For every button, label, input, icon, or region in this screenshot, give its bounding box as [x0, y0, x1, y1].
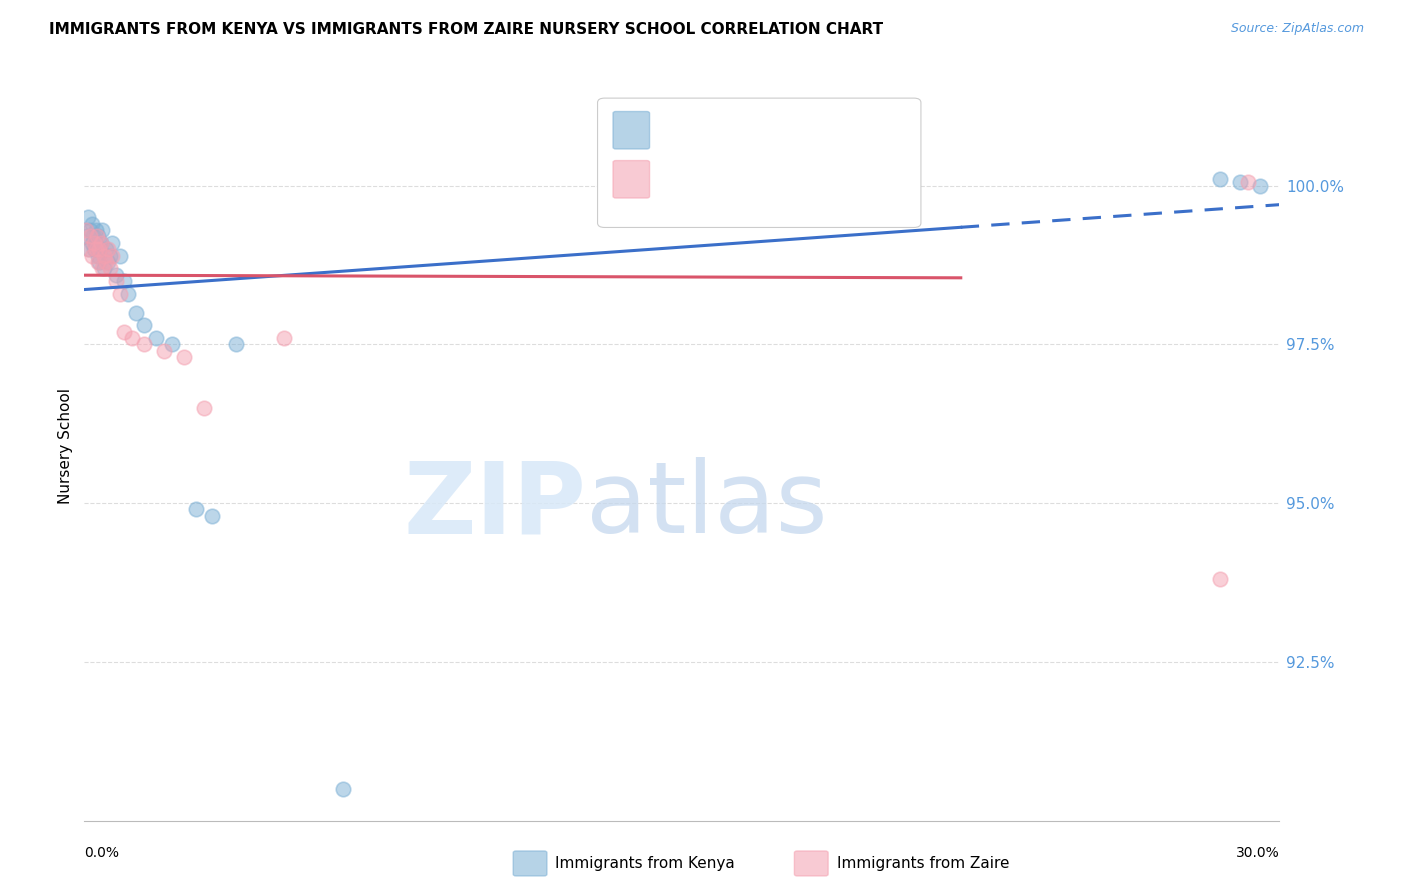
Point — [91, 223, 114, 237]
Point — [1249, 178, 1271, 193]
Point — [96, 242, 118, 256]
Point — [79, 223, 101, 237]
Point — [84, 223, 107, 237]
Point — [83, 235, 105, 250]
Point — [93, 261, 115, 276]
Text: Immigrants from Zaire: Immigrants from Zaire — [837, 856, 1010, 871]
Point — [89, 242, 111, 256]
Point — [332, 781, 354, 796]
Text: atlas: atlas — [586, 458, 828, 555]
Point — [830, 176, 852, 190]
Point — [84, 242, 107, 256]
Point — [75, 223, 97, 237]
Point — [862, 178, 884, 193]
Text: Immigrants from Kenya: Immigrants from Kenya — [555, 856, 735, 871]
Point — [690, 178, 713, 193]
Text: R = 0.283   N = 39: R = 0.283 N = 39 — [657, 118, 827, 136]
Point — [97, 255, 120, 269]
Point — [830, 176, 852, 190]
Point — [173, 350, 195, 364]
Point — [90, 235, 112, 250]
Point — [1236, 176, 1258, 190]
Point — [153, 343, 176, 358]
Point — [651, 182, 673, 196]
Text: Source: ZipAtlas.com: Source: ZipAtlas.com — [1230, 22, 1364, 36]
Point — [225, 337, 247, 351]
Point — [98, 248, 121, 262]
Point — [90, 235, 112, 250]
Point — [77, 242, 100, 256]
Text: 30.0%: 30.0% — [1236, 846, 1279, 860]
Point — [77, 211, 100, 225]
Point — [1209, 572, 1232, 586]
Point — [101, 235, 124, 250]
Point — [105, 268, 128, 282]
Text: ZIP: ZIP — [404, 458, 586, 555]
Point — [91, 261, 114, 276]
Point — [1209, 172, 1232, 186]
Point — [89, 242, 111, 256]
Point — [87, 255, 110, 269]
Point — [105, 274, 128, 288]
Point — [132, 318, 156, 333]
Point — [1229, 176, 1251, 190]
Point — [96, 255, 118, 269]
Text: IMMIGRANTS FROM KENYA VS IMMIGRANTS FROM ZAIRE NURSERY SCHOOL CORRELATION CHART: IMMIGRANTS FROM KENYA VS IMMIGRANTS FROM… — [49, 22, 883, 37]
Point — [82, 217, 104, 231]
Point — [83, 242, 105, 256]
Point — [117, 286, 139, 301]
Point — [184, 502, 207, 516]
Point — [160, 337, 183, 351]
Point — [112, 274, 135, 288]
Point — [86, 229, 108, 244]
Point — [75, 229, 97, 244]
Point — [77, 242, 100, 256]
Point — [132, 337, 156, 351]
Point — [125, 306, 148, 320]
Point — [79, 229, 101, 244]
Point — [80, 235, 103, 250]
Point — [101, 248, 124, 262]
Point — [112, 325, 135, 339]
Point — [851, 178, 873, 193]
Point — [86, 248, 108, 262]
Point — [201, 508, 224, 523]
Point — [87, 229, 110, 244]
Point — [273, 331, 295, 345]
Point — [121, 331, 143, 345]
Point — [93, 248, 115, 262]
Point — [851, 172, 873, 186]
Point — [98, 261, 121, 276]
Y-axis label: Nursery School: Nursery School — [58, 388, 73, 504]
Point — [97, 242, 120, 256]
Point — [193, 401, 215, 415]
Point — [110, 286, 132, 301]
Point — [145, 331, 167, 345]
Point — [86, 235, 108, 250]
Point — [82, 229, 104, 244]
Text: 0.0%: 0.0% — [84, 846, 120, 860]
Point — [110, 248, 132, 262]
Point — [82, 248, 104, 262]
Point — [89, 255, 111, 269]
Text: R = 0.299   N = 31: R = 0.299 N = 31 — [657, 165, 827, 183]
